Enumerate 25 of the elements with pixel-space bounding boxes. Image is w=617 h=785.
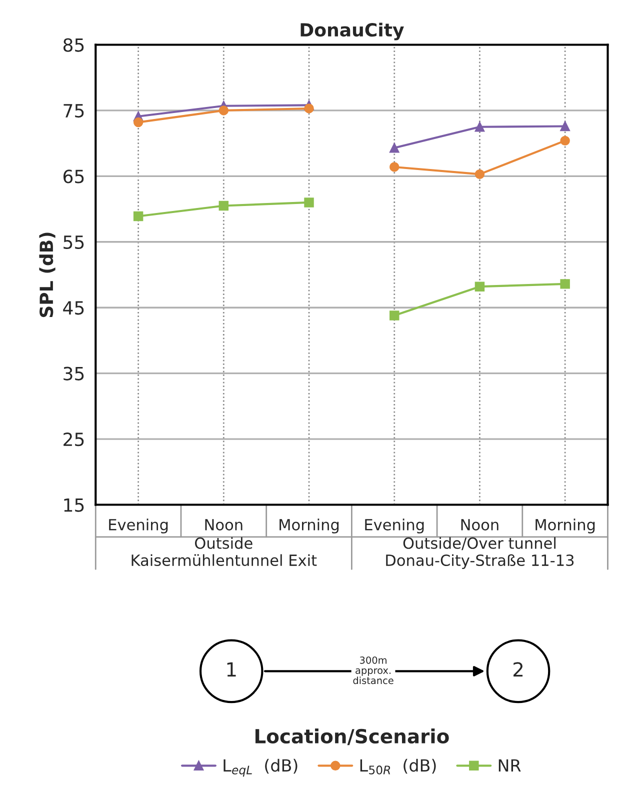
legend-label: NR bbox=[498, 759, 521, 772]
y-tick-label: 85 bbox=[63, 38, 84, 52]
text: Outside Kaisermühlentunnel Exit bbox=[132, 537, 317, 566]
x-tick-label: Morning bbox=[536, 518, 595, 534]
y-tick-label: 75 bbox=[64, 104, 84, 118]
legend-label: L$_{50R}$ (dB) bbox=[360, 758, 436, 774]
y-tick-label: 25 bbox=[64, 432, 84, 446]
legend-label: L$_{eqL}$ (dB) bbox=[224, 758, 298, 777]
chart-title: DonauCity bbox=[300, 22, 404, 40]
text: Outside/Over tunnel Donau-City-Straße 11-13 bbox=[386, 537, 574, 570]
y-tick-label: 55 bbox=[64, 236, 84, 250]
text: Location/Scenario bbox=[256, 728, 449, 746]
text: 2 bbox=[514, 662, 523, 677]
y-axis-title: SPL (dB) bbox=[39, 232, 56, 318]
x-tick-label: Morning bbox=[280, 518, 339, 534]
y-tick-label: 45 bbox=[63, 301, 84, 315]
y-tick-label: 35 bbox=[64, 366, 84, 380]
x-tick-label: Noon bbox=[461, 519, 498, 530]
text: 1 bbox=[227, 662, 236, 677]
y-tick-label: 65 bbox=[64, 170, 84, 184]
x-tick-label: Evening bbox=[365, 518, 424, 534]
text: 300m approx. distance bbox=[353, 656, 394, 684]
y-tick-label: 15 bbox=[64, 498, 84, 512]
x-tick-label: Evening bbox=[109, 518, 168, 534]
x-tick-label: Noon bbox=[205, 519, 242, 530]
